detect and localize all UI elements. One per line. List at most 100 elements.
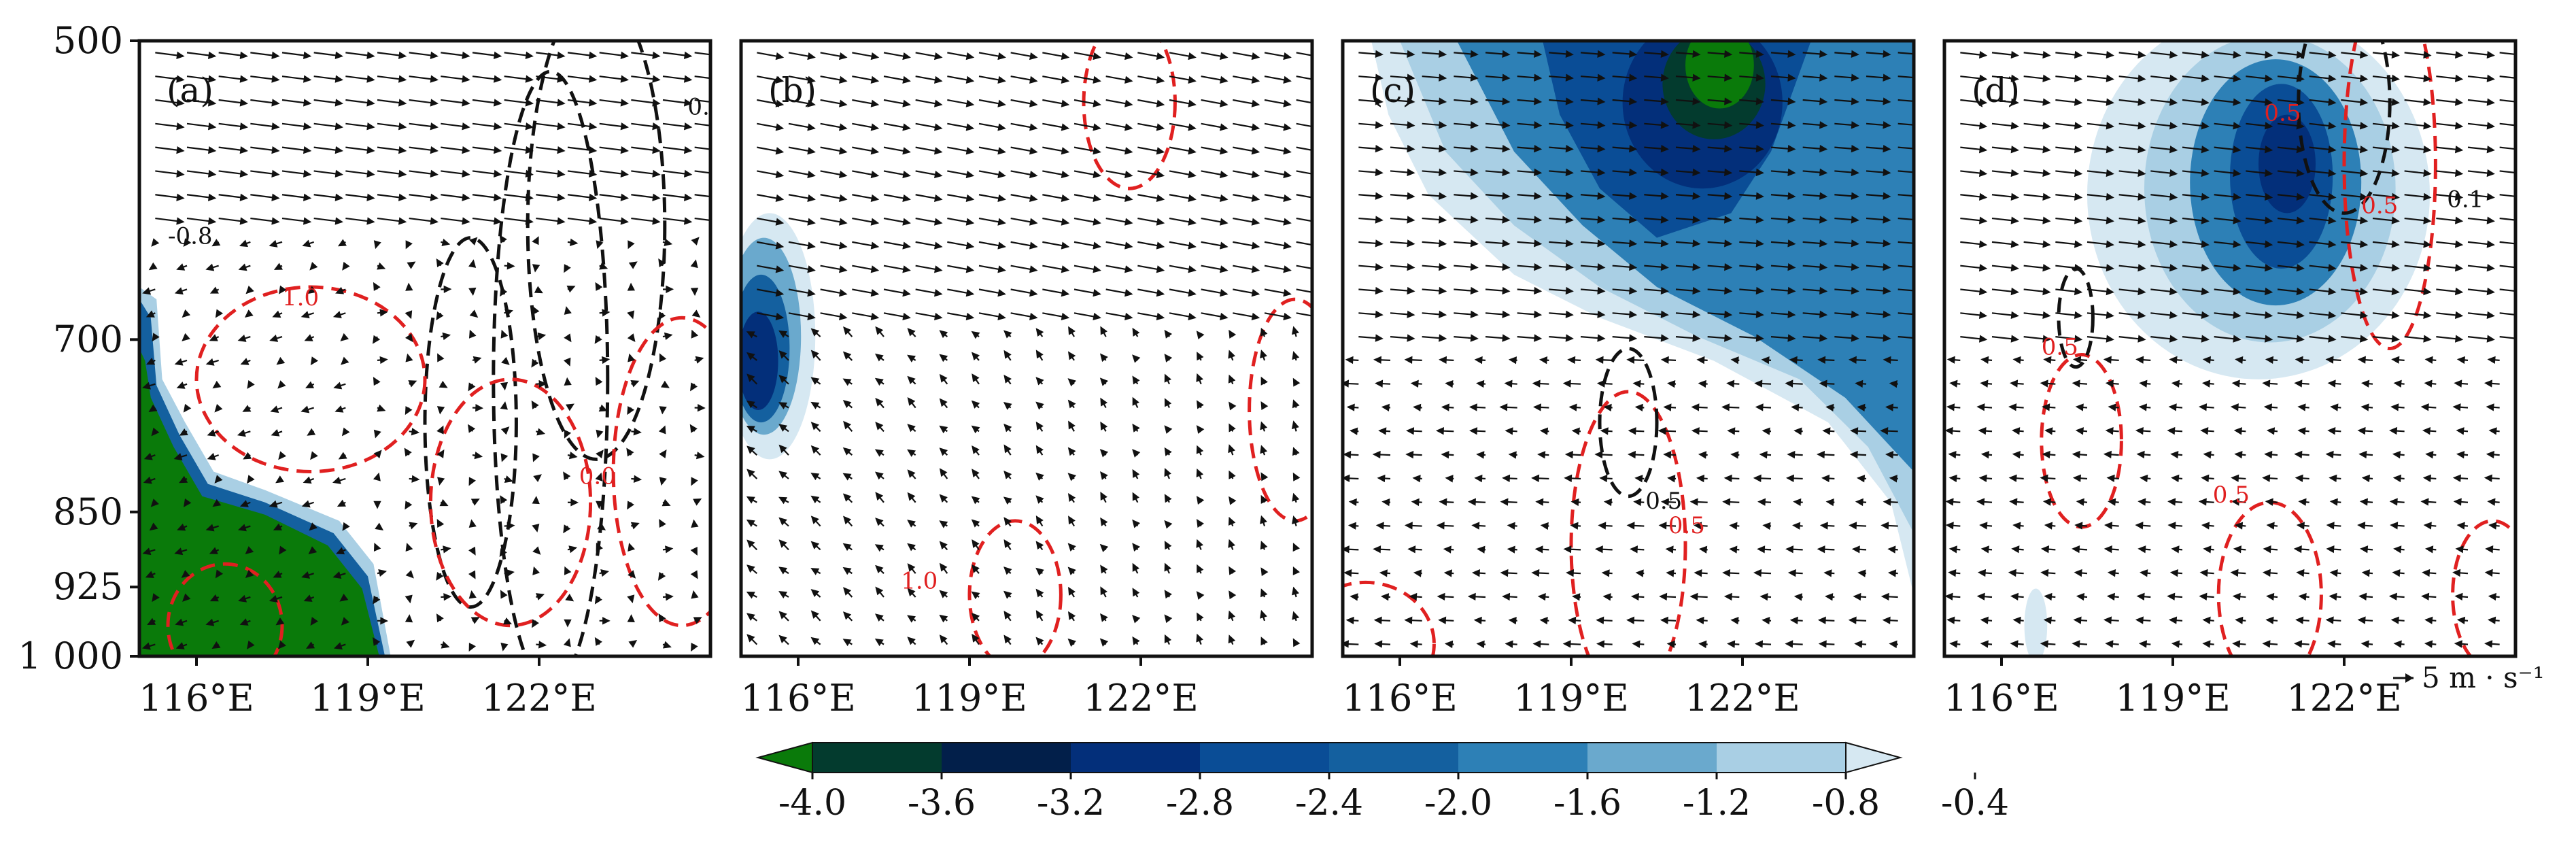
wind-arrow-head: [1099, 638, 1109, 647]
wind-arrow-head: [1692, 144, 1701, 153]
wind-arrow-head: [1730, 617, 1739, 625]
wind-arrow-head: [1035, 377, 1044, 386]
wind-arrow-head: [662, 641, 672, 649]
wind-arrow-head: [1502, 216, 1511, 224]
wind-arrow-head: [746, 496, 755, 504]
wind-arrow-head: [1407, 168, 1415, 177]
wind-arrow: [1897, 99, 1914, 102]
wind-arrow-head: [2263, 403, 2272, 411]
wind-arrow-head: [939, 614, 948, 623]
wind-arrow-head: [1228, 444, 1235, 454]
wind-arrow-head: [1164, 373, 1172, 383]
wind-arrow-head: [183, 403, 192, 413]
wind-arrow-head: [939, 562, 948, 572]
wind-arrow-head: [907, 520, 916, 528]
wind-arrow-head: [493, 146, 502, 154]
wind-arrow-head: [2199, 592, 2208, 600]
wind-arrow-head: [2074, 240, 2083, 248]
wind-arrow-head: [2264, 240, 2273, 248]
wind-arrow-head: [1978, 192, 1988, 201]
wind-arrow-head: [1437, 592, 1445, 601]
wind-arrow-head: [239, 193, 248, 201]
wind-arrow-head: [1156, 99, 1165, 107]
wind-arrow-head: [1061, 312, 1070, 321]
wind-arrow-head: [1219, 289, 1229, 297]
wind-arrow-head: [1822, 427, 1831, 435]
wind-arrow-head: [2044, 522, 2053, 530]
wind-arrow-head: [1945, 522, 1954, 530]
wind-arrow-head: [778, 350, 787, 359]
wind-arrow-head: [2454, 216, 2464, 224]
wind-arrow-head: [746, 591, 755, 599]
wind-arrow-head: [2167, 498, 2176, 506]
wind-arrow-head: [443, 285, 452, 294]
wind-arrow-head: [1283, 75, 1292, 84]
wind-arrow-head: [1099, 353, 1108, 362]
wind-arrow-head: [2296, 192, 2305, 201]
wind-arrow-head: [1219, 75, 1229, 84]
wind-arrow-head: [1219, 171, 1229, 179]
wind-arrow-head: [1439, 144, 1447, 153]
wind-arrow-head: [870, 52, 880, 61]
wind-arrow-head: [659, 477, 667, 486]
wind-arrow-head: [1229, 496, 1237, 505]
wind-arrow-head: [1292, 377, 1301, 387]
wind-arrow-head: [1978, 474, 1987, 482]
wind-arrow-head: [628, 543, 636, 552]
wind-arrow-head: [633, 475, 642, 483]
wind-arrow-head: [2200, 427, 2209, 435]
wind-arrow-head: [1219, 218, 1229, 226]
wind-arrow-head: [1316, 148, 1322, 154]
wind-arrow-head: [628, 261, 638, 269]
wind-arrow-head: [2235, 356, 2244, 365]
wind-arrow-head: [1373, 616, 1382, 624]
wind-arrow-head: [2040, 640, 2048, 648]
wind-arrow-head: [1229, 470, 1236, 479]
wind-arrow-head: [1755, 192, 1764, 200]
wind-arrow-head: [1883, 192, 1891, 200]
wind-arrow-head: [2137, 74, 2146, 82]
wind-arrow-head: [1067, 493, 1076, 502]
wind-arrow-head: [2454, 311, 2464, 320]
wind-arrow-head: [939, 373, 948, 383]
wind-arrow-head: [1283, 147, 1292, 155]
wind-arrow-head: [1787, 216, 1796, 224]
wind-arrow-head: [525, 75, 534, 83]
wind-arrow-head: [2264, 192, 2273, 201]
wind-arrow-head: [1629, 310, 1638, 318]
wind-arrow-head: [775, 147, 785, 155]
wind-arrow-head: [2357, 356, 2366, 364]
wind-arrow-head: [2106, 264, 2114, 272]
wind-arrow-head: [1350, 427, 1358, 435]
wind-arrow-head: [1787, 121, 1796, 129]
wind-arrow-head: [683, 193, 693, 201]
wind-arrow-head: [1565, 310, 1574, 318]
wind-arrow-head: [1100, 586, 1107, 596]
wind-arrow-head: [273, 571, 282, 578]
colorbar-segment: [1587, 743, 1717, 773]
wind-arrow-head: [1375, 522, 1384, 530]
wind-arrow-head: [341, 617, 349, 626]
wind-arrow-head: [1132, 615, 1141, 624]
wind-arrow-head: [870, 171, 880, 179]
wind-arrow-head: [2169, 98, 2178, 106]
wind-arrow-head: [2423, 335, 2432, 343]
wind-arrow-head: [151, 427, 160, 437]
wind-arrow-head: [1629, 334, 1638, 342]
wind-arrow-head: [1124, 289, 1133, 297]
wind-arrow-head: [1949, 640, 1958, 648]
wind-arrow: [1897, 52, 1914, 55]
wind-arrow-head: [2235, 616, 2244, 624]
wind-arrow-head: [807, 123, 816, 131]
wind-arrow-head: [1979, 522, 1988, 530]
wind-arrow-head: [2424, 356, 2433, 365]
wind-arrow-head: [997, 75, 1006, 84]
wind-arrow-head: [2103, 616, 2112, 624]
wind-arrow-head: [2169, 335, 2178, 343]
wind-arrow-head: [997, 289, 1006, 297]
wind-arrow-head: [405, 570, 414, 579]
wind-arrow-head: [175, 642, 185, 649]
wind-arrow-head: [1035, 541, 1044, 550]
wind-arrow-head: [778, 402, 788, 409]
wind-arrow-head: [538, 379, 547, 388]
